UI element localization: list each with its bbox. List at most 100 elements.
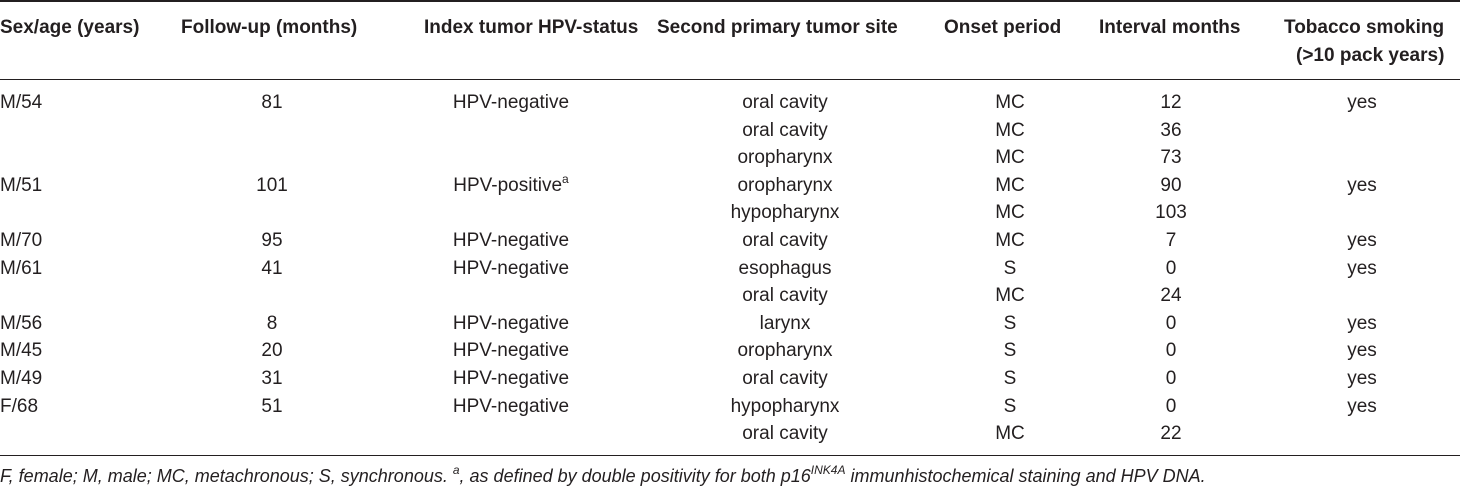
cell-text: 12 xyxy=(1160,92,1182,113)
cell-tobacco-smoking: yes xyxy=(1347,396,1377,418)
cell-tobacco-smoking: yes xyxy=(1347,230,1377,252)
cell-text: HPV-negative xyxy=(452,340,570,362)
cell-second-primary-site: hypopharynx xyxy=(731,202,840,224)
cell-tobacco-smoking: yes xyxy=(1347,368,1377,390)
cell-interval-months: 12 xyxy=(1160,92,1181,114)
cell-text: M/54 xyxy=(0,92,43,113)
cell-text: F/68 xyxy=(0,395,39,417)
cell-text: M/61 xyxy=(0,257,43,279)
cell-text: HPV-negative xyxy=(452,368,570,389)
cell-text: esophagus xyxy=(738,257,832,279)
cell-interval-months: 7 xyxy=(1166,230,1177,252)
cell-text: yes xyxy=(1347,340,1377,362)
cell-follow-up: 81 xyxy=(261,92,282,114)
header-interval-months: Interval months xyxy=(1099,17,1241,38)
table-footnote: F, female; M, male; MC, metachronous; S,… xyxy=(0,464,1206,487)
cell-text: yes xyxy=(1347,92,1377,113)
cell-sex-age: M/51 xyxy=(0,175,42,197)
cell-onset-period: MC xyxy=(995,423,1025,445)
cell-sex-age: M/54 xyxy=(0,92,42,114)
header-hpv-status: Index tumor HPV-status xyxy=(424,17,639,38)
cell-text: MC xyxy=(995,423,1025,445)
cell-hpv-status: HPV-positivea xyxy=(453,171,569,197)
cell-follow-up: 51 xyxy=(261,396,282,418)
cell-text: 90 xyxy=(1160,174,1182,196)
cell-sex-age: M/70 xyxy=(0,230,42,252)
cell-text: MC xyxy=(995,174,1025,196)
cell-onset-period: S xyxy=(1004,258,1017,280)
cell-text: M/51 xyxy=(0,174,43,196)
cell-text: oral cavity xyxy=(742,92,828,113)
cell-follow-up: 41 xyxy=(261,258,282,280)
cell-text: 0 xyxy=(1165,312,1177,334)
cell-second-primary-site: esophagus xyxy=(739,258,832,280)
header-follow-up: Follow-up (months) xyxy=(181,17,358,38)
cell-text: HPV-negative xyxy=(452,92,570,113)
cell-sex-age: M/56 xyxy=(0,313,42,335)
footnote-abbreviations: F, female; M, male; MC, metachronous; S,… xyxy=(0,466,453,486)
cell-text: 8 xyxy=(266,312,278,334)
cell-onset-period: S xyxy=(1004,396,1017,418)
cell-text: 0 xyxy=(1165,340,1177,362)
cell-text: 24 xyxy=(1160,285,1182,307)
table-header-rule xyxy=(0,79,1460,80)
cell-tobacco-smoking: yes xyxy=(1347,313,1377,335)
cell-text: 20 xyxy=(261,340,283,362)
cell-text: 81 xyxy=(261,92,283,113)
cell-text: oral cavity xyxy=(742,119,828,141)
cell-text: oropharynx xyxy=(737,174,833,196)
cell-text: S xyxy=(1003,312,1017,334)
cell-interval-months: 24 xyxy=(1160,285,1181,307)
cell-text: oral cavity xyxy=(742,230,828,251)
cell-text: 51 xyxy=(261,395,283,417)
header-tobacco-smoking: Tobacco smoking xyxy=(1284,17,1445,38)
cell-text: hypopharynx xyxy=(730,202,840,224)
cell-text: 95 xyxy=(261,230,283,251)
cell-text: yes xyxy=(1347,174,1377,196)
cell-text: 22 xyxy=(1160,423,1182,445)
cell-follow-up: 31 xyxy=(261,368,282,390)
cell-interval-months: 0 xyxy=(1166,368,1177,390)
cell-onset-period: S xyxy=(1004,368,1017,390)
cell-onset-period: MC xyxy=(995,202,1025,224)
cell-text: HPV-positive xyxy=(453,174,563,196)
cell-text: S xyxy=(1003,368,1017,389)
cell-text: S xyxy=(1003,395,1017,417)
cell-interval-months: 90 xyxy=(1160,175,1181,197)
cell-text: HPV-negative xyxy=(452,395,570,417)
cell-interval-months: 36 xyxy=(1160,120,1181,142)
cell-second-primary-site: oral cavity xyxy=(742,92,828,114)
cell-hpv-status: HPV-negative xyxy=(453,230,569,252)
cell-text: MC xyxy=(995,147,1025,169)
header-sex-age: Sex/age (years) xyxy=(0,17,140,38)
cell-text: M/56 xyxy=(0,312,43,334)
footnote-marker-a: a xyxy=(562,171,569,186)
cell-text: 101 xyxy=(256,174,288,196)
cell-onset-period: MC xyxy=(995,92,1025,114)
cell-tobacco-smoking: yes xyxy=(1347,92,1377,114)
cell-text: 73 xyxy=(1160,147,1182,169)
cell-text: MC xyxy=(995,92,1025,113)
cell-onset-period: MC xyxy=(995,120,1025,142)
cell-hpv-status: HPV-negative xyxy=(453,340,569,362)
cell-text: MC xyxy=(995,202,1025,224)
cell-second-primary-site: larynx xyxy=(760,313,811,335)
cell-text: yes xyxy=(1347,312,1377,334)
table-bottom-rule xyxy=(0,455,1460,456)
cell-text: oral cavity xyxy=(742,423,828,445)
cell-text: hypopharynx xyxy=(730,395,840,417)
cell-interval-months: 73 xyxy=(1160,147,1181,169)
cell-second-primary-site: oral cavity xyxy=(742,120,828,142)
cell-interval-months: 22 xyxy=(1160,423,1181,445)
cell-tobacco-smoking: yes xyxy=(1347,340,1377,362)
cell-tobacco-smoking: yes xyxy=(1347,258,1377,280)
header-pack-years: (>10 pack years) xyxy=(1296,45,1445,66)
footnote-definition: , as defined by double positivity for bo… xyxy=(459,466,811,486)
cell-sex-age: M/61 xyxy=(0,258,42,280)
cell-onset-period: MC xyxy=(995,285,1025,307)
cell-second-primary-site: oral cavity xyxy=(742,285,828,307)
cell-text: 31 xyxy=(261,368,283,389)
cell-text: S xyxy=(1003,257,1017,279)
cell-text: MC xyxy=(995,119,1025,141)
cell-hpv-status: HPV-negative xyxy=(453,258,569,280)
